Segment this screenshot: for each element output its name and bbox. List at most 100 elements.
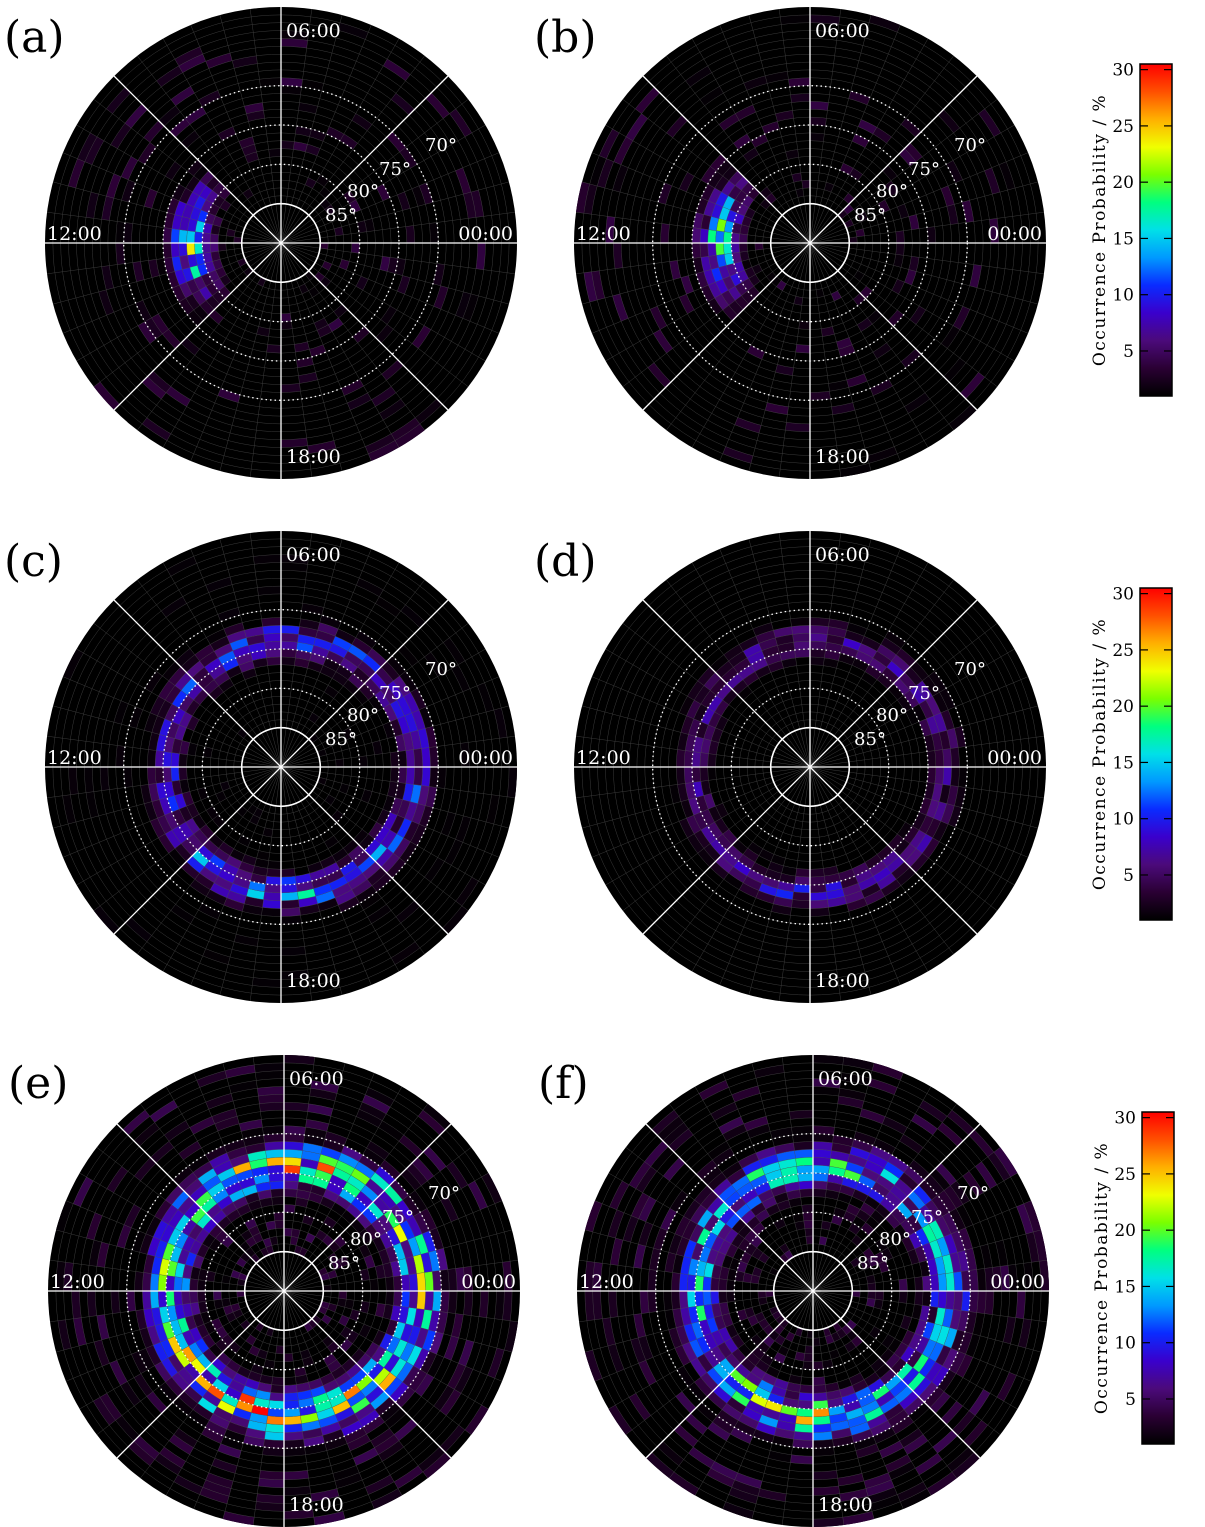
heatmap-cell (794, 876, 810, 885)
heatmap-cell (842, 1057, 875, 1071)
heatmap-cell (226, 1421, 248, 1436)
heatmap-cell (735, 190, 748, 204)
heatmap-cell (324, 685, 339, 699)
heatmap-cell (207, 1384, 225, 1400)
heatmap-cell (263, 1439, 284, 1449)
heatmap-cell (443, 1335, 459, 1361)
heatmap-cell (731, 1175, 751, 1192)
heatmap-cell (793, 1431, 813, 1441)
heatmap-cell (335, 758, 344, 767)
heatmap-cell (692, 767, 701, 783)
heatmap-cell (355, 630, 377, 649)
heatmap-cell (89, 1240, 102, 1267)
heatmap-cell (179, 806, 193, 823)
heatmap-cell (221, 1393, 239, 1408)
heatmap-cell (718, 1291, 728, 1304)
heatmap-cell (220, 218, 231, 229)
heatmap-cell (718, 1239, 732, 1255)
heatmap-cell (937, 109, 960, 133)
heatmap-cell (197, 263, 209, 277)
heatmap-cell (880, 1197, 897, 1214)
heatmap-cell (792, 1133, 813, 1143)
heatmap-cell (701, 826, 717, 844)
heatmap-cell (296, 881, 314, 892)
heatmap-cell (935, 1163, 957, 1186)
heatmap-cell (798, 1180, 813, 1190)
heatmap-cell (262, 625, 281, 635)
heatmap-cell (378, 1120, 404, 1142)
heatmap-cell (199, 651, 219, 668)
heatmap-cell (124, 1204, 141, 1228)
heatmap-cell (726, 1291, 735, 1303)
heatmap-cell (799, 1188, 813, 1198)
heatmap-cell (416, 1272, 426, 1291)
heatmap-cell (393, 676, 411, 697)
heatmap-cell (196, 1243, 210, 1258)
heatmap-cell (355, 1191, 373, 1208)
heatmap-cell (742, 1272, 753, 1283)
heatmap-cell (869, 860, 887, 876)
mlt-label-right: 00:00 (987, 747, 1042, 769)
latitude-label: 80° (876, 705, 908, 726)
heatmap-cell (142, 417, 171, 441)
heatmap-cell (813, 1486, 840, 1496)
heatmap-cell (202, 1233, 216, 1248)
heatmap-cell (692, 227, 701, 243)
heatmap-cell (318, 1414, 339, 1428)
heatmap-cell (323, 1353, 337, 1366)
heatmap-cell (813, 1173, 829, 1182)
heatmap-cell (843, 1169, 862, 1182)
heatmap-cells (669, 617, 968, 917)
heatmap-cell (323, 1379, 340, 1393)
heatmap-cell (411, 1157, 434, 1181)
heatmap-cell (647, 1269, 657, 1291)
latitude-label: 80° (347, 705, 379, 726)
heatmap-cell (343, 679, 359, 695)
heatmap-cell (168, 848, 187, 868)
heatmap-cell (158, 833, 175, 854)
heatmap-cell (281, 313, 292, 322)
heatmap-cell (731, 1233, 745, 1248)
heatmap-cell (849, 168, 863, 181)
heatmap-cell (741, 1378, 758, 1394)
heatmap-cell (190, 1207, 207, 1224)
heatmap-cell (734, 261, 745, 274)
heatmap-cell (953, 306, 970, 330)
heatmap-cell (610, 1238, 623, 1266)
heatmap-cell (202, 1348, 218, 1364)
heatmap-cell (377, 1350, 393, 1368)
heatmap-cell (738, 1413, 759, 1430)
heatmap-cell (339, 1378, 356, 1394)
heatmap-cell (653, 329, 673, 354)
mlt-label-top: 06:00 (818, 1068, 873, 1090)
heatmap-cell (900, 1346, 916, 1363)
heatmap-cell (429, 746, 439, 767)
heatmap-cell (792, 633, 810, 643)
heatmap-cell (259, 77, 281, 87)
heatmap-cell (174, 793, 187, 810)
heatmap-cell (170, 767, 180, 782)
heatmap-cell (852, 658, 869, 672)
heatmap-cell (204, 658, 222, 674)
heatmap-cell (238, 136, 255, 149)
heatmap-cell (1003, 1316, 1016, 1344)
heatmap-cell (382, 1304, 394, 1320)
heatmap-cell (393, 1291, 403, 1307)
heatmap-cell (170, 228, 180, 243)
heatmap-cell (723, 644, 744, 661)
heatmap-cell (904, 269, 917, 286)
heatmap-cell (400, 1323, 414, 1343)
mlt-label-top: 06:00 (815, 544, 870, 566)
heatmap-cell (730, 199, 742, 213)
heatmap-cell (411, 185, 426, 207)
heatmap-cell (949, 1351, 966, 1374)
heatmap-cell (946, 160, 963, 183)
heatmap-cell (270, 1384, 284, 1394)
heatmap-cell (502, 1291, 513, 1321)
heatmap-cell (257, 1382, 272, 1393)
heatmap-cell (252, 865, 268, 877)
heatmap-cell (400, 1168, 422, 1191)
heatmap-cell (220, 1436, 244, 1451)
heatmap-cell (187, 742, 198, 756)
heatmap-cell (704, 1350, 720, 1368)
